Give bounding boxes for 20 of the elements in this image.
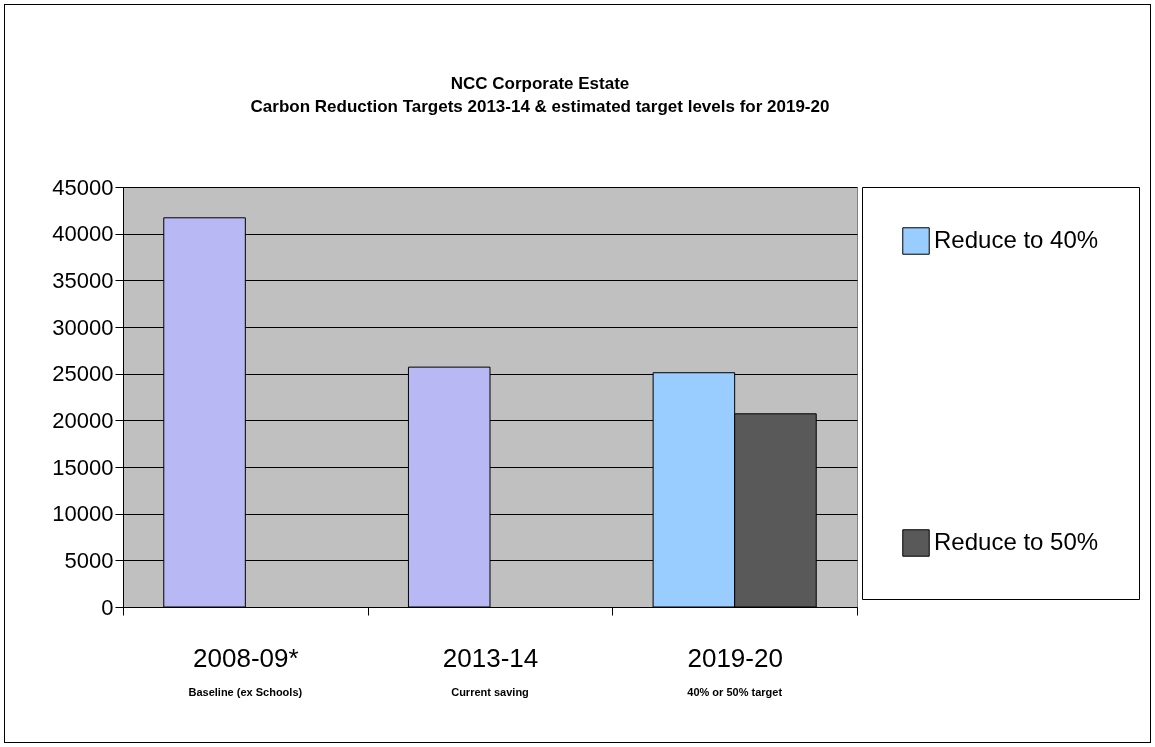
x-tick-label: 2019-20 <box>687 642 783 673</box>
chart-subtitle: Carbon Reduction Targets 2013-14 & estimated target levels for 2019-20 <box>250 97 830 116</box>
chart-title: NCC Corporate Estate <box>450 74 630 93</box>
legend-label: Reduce to 50% <box>934 528 1099 555</box>
x-tick-label: 2013-14 <box>442 642 539 673</box>
legend-label: Reduce to 40% <box>934 226 1099 253</box>
y-tick-label: 45000 <box>52 174 114 200</box>
x-tick-label: 2008-09* <box>193 642 299 673</box>
y-tick-label: 10000 <box>52 501 114 527</box>
y-tick-label: 20000 <box>52 407 114 433</box>
text: 40% or 50% target <box>687 686 783 698</box>
text: Current saving <box>451 686 529 698</box>
y-tick-label: 35000 <box>52 267 114 293</box>
y-tick-label: 30000 <box>52 314 114 340</box>
y-tick-label: 40000 <box>52 221 114 247</box>
y-tick-label: 0 <box>101 594 114 620</box>
text: Baseline (ex Schools) <box>188 686 303 698</box>
y-tick-label: 25000 <box>52 361 114 387</box>
y-tick-label: 5000 <box>64 547 114 573</box>
y-tick-label: 15000 <box>52 454 114 480</box>
